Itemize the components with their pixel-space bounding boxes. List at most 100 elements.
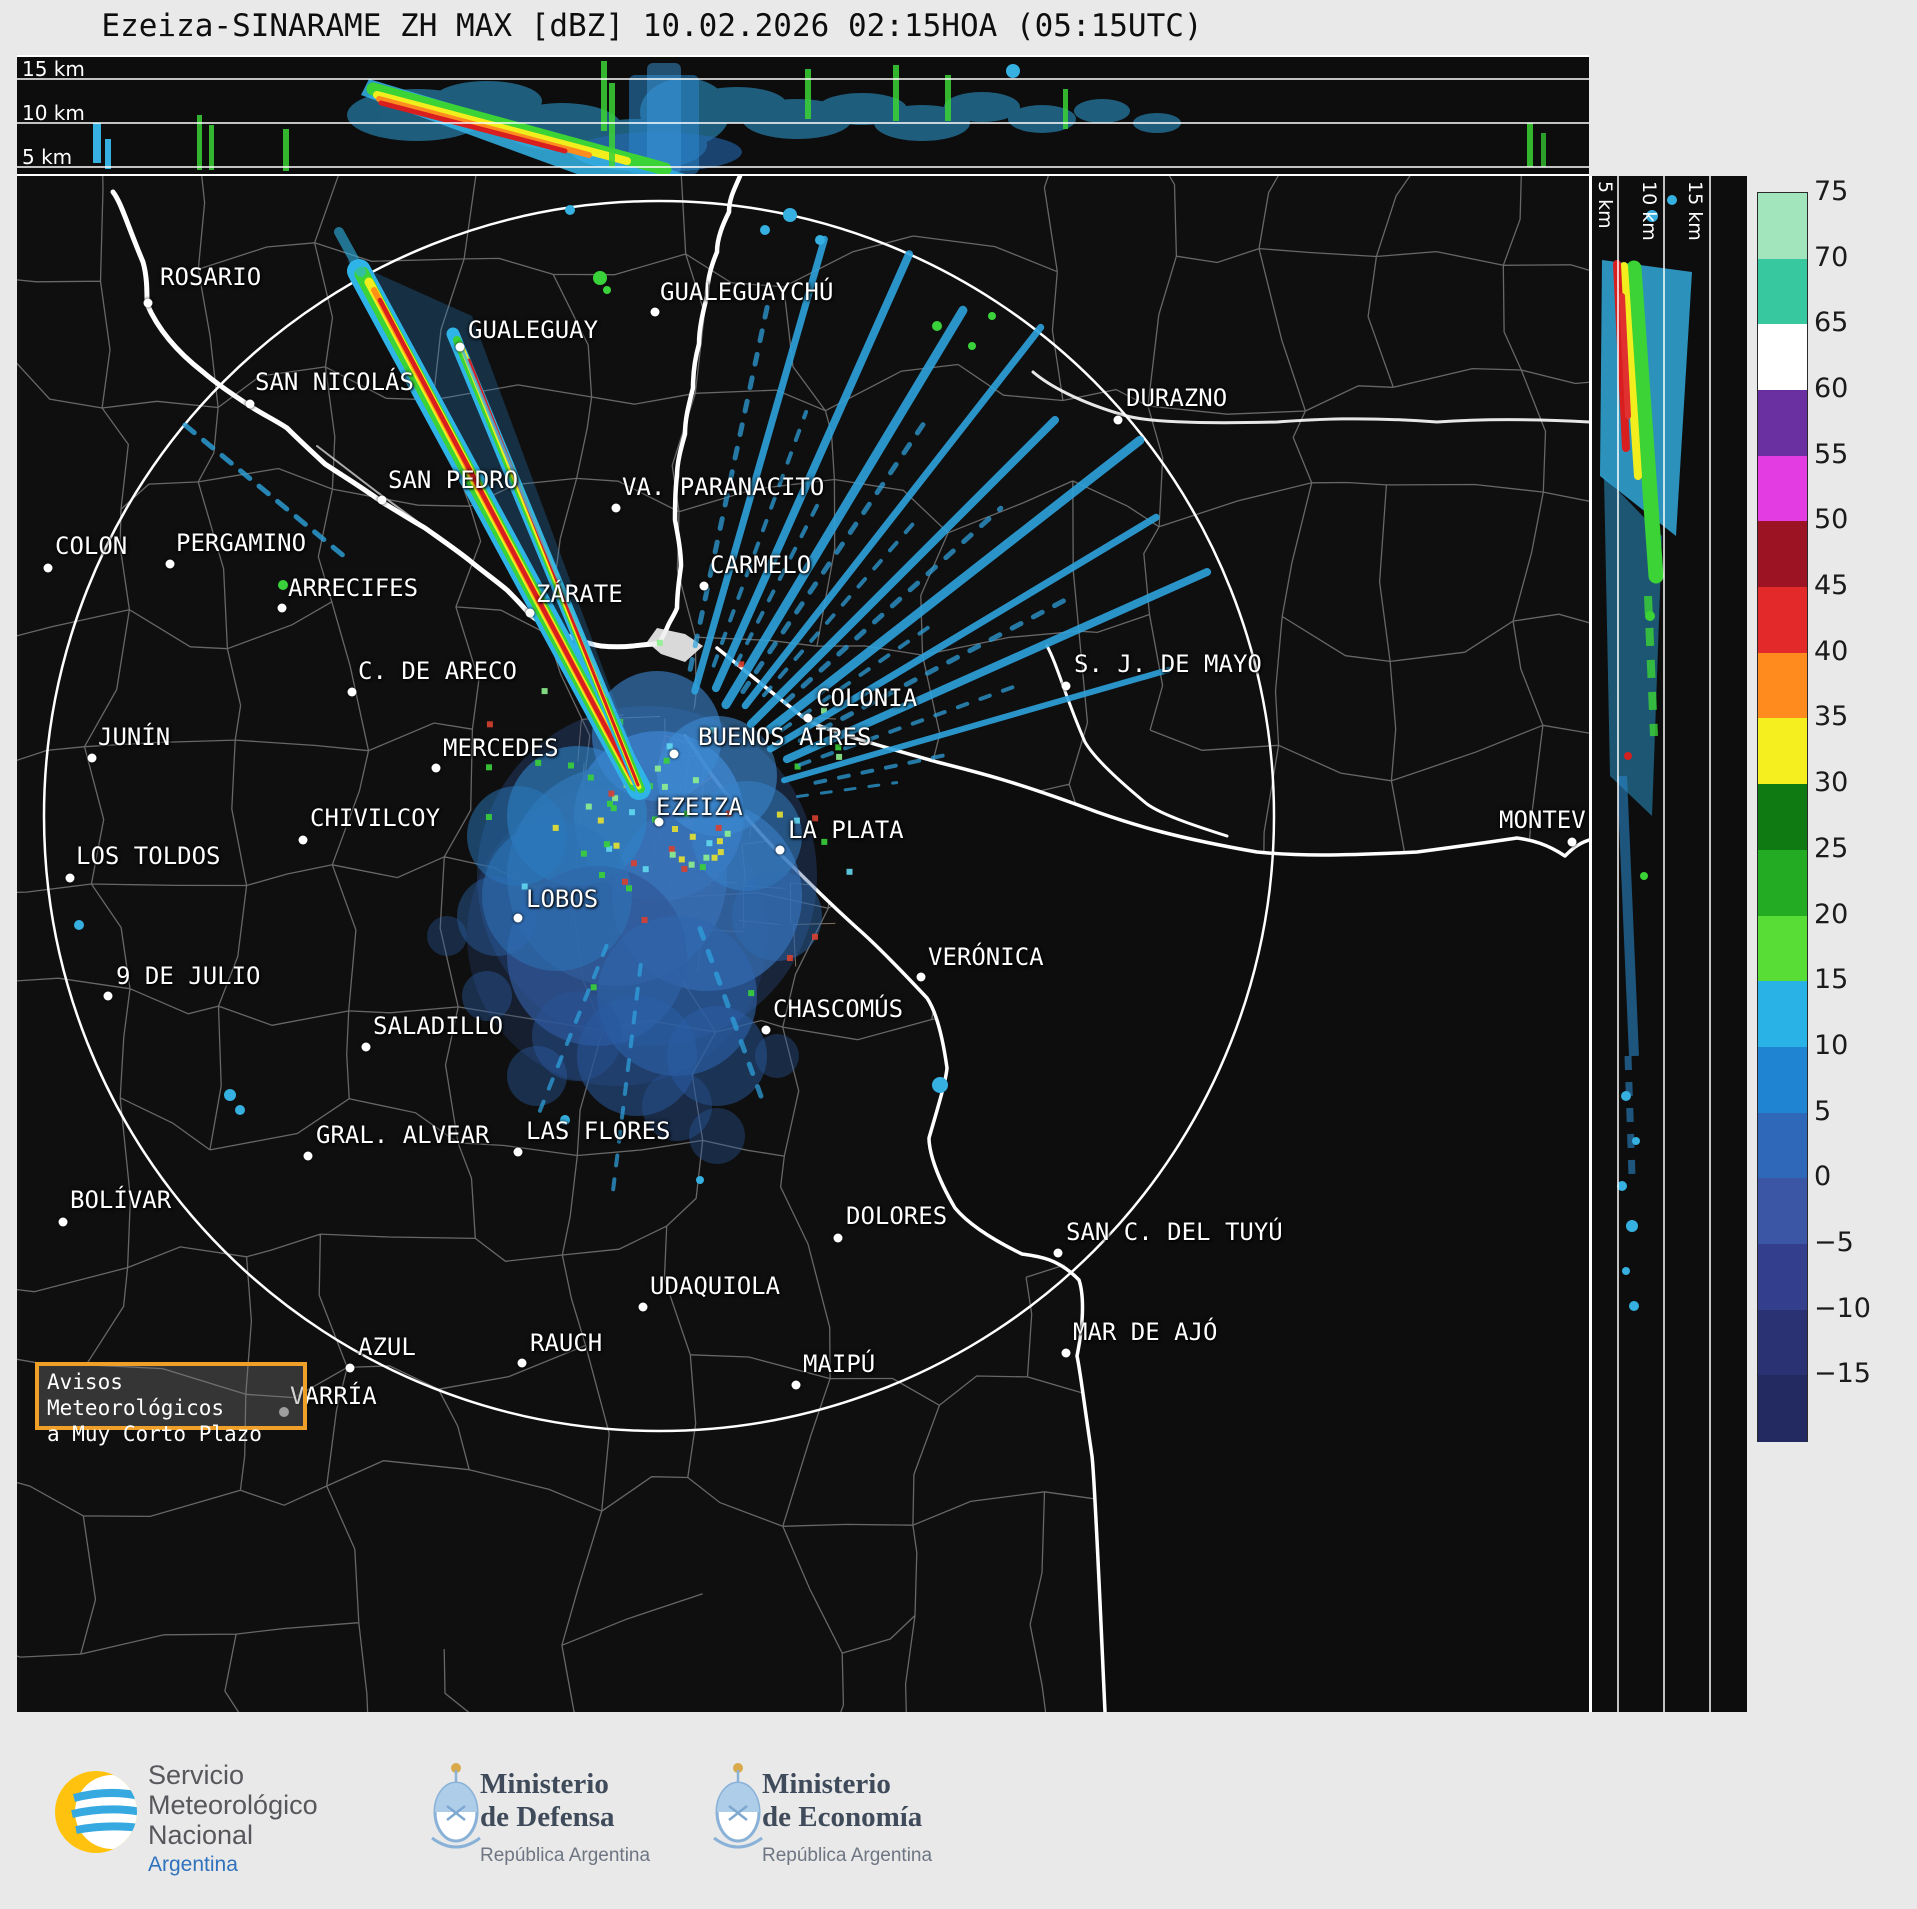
colorbar-tick-40: 40 xyxy=(1814,635,1849,667)
city-dot-colonia xyxy=(803,713,813,723)
city-label-colon: COLON xyxy=(55,532,128,560)
colorbar-ticks: 75 70 65 60 55 50 45 40 35 30 25 20 15 10 5 0 −5 −10 −15 xyxy=(1814,0,1904,1500)
colorbar-segment-1 xyxy=(1758,258,1807,325)
right-cross-section-echoes xyxy=(1600,176,1711,1712)
city-dot-rauch xyxy=(517,1358,527,1368)
city-dot-maip- xyxy=(791,1380,801,1390)
colorbar-tick-35: 35 xyxy=(1814,701,1849,733)
city-dot-z-rate xyxy=(525,608,535,618)
footer: Servicio Meteorológico Nacional Argentin… xyxy=(0,1712,1917,1909)
smn-country: Argentina xyxy=(148,1853,238,1876)
city-label-colonia: COLONIA xyxy=(816,684,918,712)
smn-logo xyxy=(55,1771,137,1853)
top-altitude-label-15km: 15 km xyxy=(22,57,85,81)
colorbar-tick-20: 20 xyxy=(1814,898,1849,930)
range-circle xyxy=(42,199,1276,1433)
colorbar-tick-25: 25 xyxy=(1814,832,1849,864)
city-dot-san-c-del-tuy- xyxy=(1053,1248,1063,1258)
city-label-la-plata: LA PLATA xyxy=(788,816,904,844)
city-dot-azul xyxy=(345,1363,355,1373)
colorbar-segment-13 xyxy=(1758,1046,1807,1114)
city-label-9-de-julio: 9 DE JULIO xyxy=(116,962,261,990)
radar-map: ROSARIO GUALEGUAYCHÚ GUALEGUAY SAN NICOLÁS D… xyxy=(17,176,1589,1712)
right-altitude-label-5km: 5 km xyxy=(1594,181,1616,229)
city-dot-buenos-aires xyxy=(669,749,679,759)
city-dot-bol-var xyxy=(58,1217,68,1227)
city-dot-mercedes xyxy=(431,763,441,773)
city-dot-dolores xyxy=(833,1233,843,1243)
colorbar-tick-70: 70 xyxy=(1814,241,1849,273)
central-echo-blob xyxy=(427,671,822,1164)
right-altitude-label-15km: 15 km xyxy=(1684,181,1706,241)
top-cross-section: 15 km 10 km 5 km xyxy=(17,55,1589,176)
city-label-mar-de-aj-: MAR DE AJÓ xyxy=(1073,1318,1218,1346)
right-cross-section: 5 km 10 km 15 km xyxy=(1592,176,1747,1712)
colorbar-tick-10: 10 xyxy=(1814,1029,1849,1061)
city-dot-ver-nica xyxy=(916,972,926,982)
city-label-udaquiola: UDAQUIOLA xyxy=(650,1272,781,1300)
city-label-s-j-de-mayo: S. J. DE MAYO xyxy=(1074,650,1262,678)
colorbar-segment-0 xyxy=(1758,193,1807,260)
yi-river xyxy=(1031,370,1589,425)
delta-patch xyxy=(647,628,703,662)
city-label-c-de-areco: C. DE ARECO xyxy=(358,657,517,685)
city-label-arrecifes: ARRECIFES xyxy=(288,574,419,602)
colorbar-segment-16 xyxy=(1758,1243,1807,1311)
city-label-jun-n: JUNÍN xyxy=(98,723,171,751)
colorbar-tick-0: 0 xyxy=(1814,1161,1832,1193)
city-dot-carmelo xyxy=(699,581,709,591)
colorbar-tick-60: 60 xyxy=(1814,373,1849,405)
radar-map-graphics xyxy=(17,176,1589,1712)
city-label-lobos: LOBOS xyxy=(526,885,599,913)
uruguay-coastline xyxy=(715,646,1589,858)
defensa-coat-of-arms xyxy=(431,1763,481,1849)
colorbar-tick-30: 30 xyxy=(1814,767,1849,799)
city-label-saladillo: SALADILLO xyxy=(373,1012,504,1040)
city-dot-gualeguay xyxy=(455,342,465,352)
parana-channel xyxy=(316,445,438,537)
defensa-subtitle: República Argentina xyxy=(480,1845,651,1866)
city-label-ezeiza: EZEIZA xyxy=(656,793,743,821)
city-dot-arrecifes xyxy=(277,603,287,613)
city-dot-jun-n xyxy=(87,753,97,763)
city-label-z-rate: ZÁRATE xyxy=(536,580,623,608)
city-dot-saladillo xyxy=(361,1042,371,1052)
colorbar xyxy=(1757,192,1808,1442)
city-dot-ezeiza xyxy=(654,817,664,827)
city-dot-9-de-julio xyxy=(103,991,113,1001)
city-dot-las-flores xyxy=(513,1147,523,1157)
interference-beam xyxy=(182,227,651,800)
top-cross-section-echoes xyxy=(17,61,1589,174)
colorbar-segment-10 xyxy=(1758,849,1807,917)
city-dot-rosario xyxy=(143,298,153,308)
city-label-las-flores: LAS FLORES xyxy=(526,1117,671,1145)
city-dot-mar-de-aj- xyxy=(1061,1348,1071,1358)
city-label-maip-: MAIPÚ xyxy=(803,1350,876,1378)
clutter-spokes xyxy=(537,235,1212,1196)
colorbar-tick-−15: −15 xyxy=(1814,1358,1871,1390)
rio-de-la-plata-water xyxy=(685,648,1589,1712)
city-dot-san-nicol-s xyxy=(245,399,255,409)
santa-lucia-river xyxy=(1045,644,1229,838)
top-altitude-label-5km: 5 km xyxy=(22,145,73,169)
city-label-va-paranacito: VA. PARANACITO xyxy=(622,473,825,501)
colorbar-tick-65: 65 xyxy=(1814,307,1849,339)
city-dot-pergamino xyxy=(165,559,175,569)
colorbar-segment-5 xyxy=(1758,521,1807,588)
city-label-san-nicol-s: SAN NICOLÁS xyxy=(255,368,414,396)
colorbar-tick-75: 75 xyxy=(1814,176,1849,207)
city-label-rosario: ROSARIO xyxy=(160,263,262,291)
colorbar-segment-4 xyxy=(1758,455,1807,523)
city-label-gualeguay: GUALEGUAY xyxy=(468,316,599,344)
colorbar-segment-17 xyxy=(1758,1309,1807,1376)
city-dot-va-paranacito xyxy=(611,503,621,513)
city-label-mercedes: MERCEDES xyxy=(443,734,559,762)
economia-coat-of-arms xyxy=(713,1763,763,1849)
city-dot-chivilcoy xyxy=(298,835,308,845)
city-label-los-toldos: LOS TOLDOS xyxy=(76,842,221,870)
colorbar-segment-12 xyxy=(1758,981,1807,1048)
colorbar-segment-11 xyxy=(1758,915,1807,982)
advisory-dot xyxy=(279,1407,289,1417)
city-layer: ROSARIO GUALEGUAYCHÚ GUALEGUAY SAN NICOLÁS D… xyxy=(17,176,1589,1712)
